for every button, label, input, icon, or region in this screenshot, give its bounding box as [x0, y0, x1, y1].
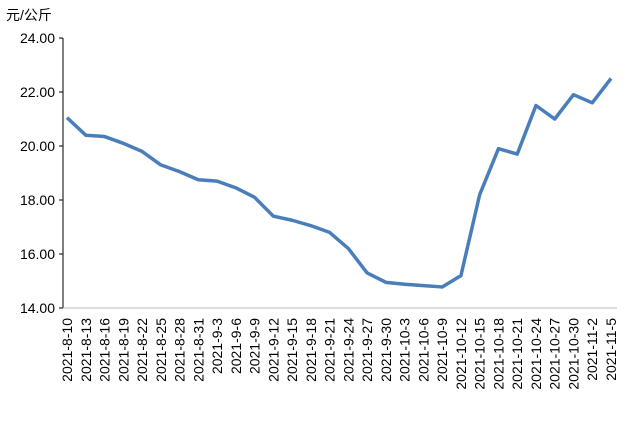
- x-tick-label: 2021-9-24: [340, 318, 356, 382]
- x-tick-label: 2021-9-21: [322, 318, 338, 382]
- x-tick-label: 2021-9-18: [303, 318, 319, 382]
- x-tick-label: 2021-9-27: [359, 318, 375, 382]
- x-tick-label: 2021-9-12: [265, 318, 281, 382]
- x-tick-label: 2021-10-9: [434, 318, 450, 382]
- x-tick-label: 2021-8-16: [97, 318, 113, 382]
- x-tick-label: 2021-10-6: [415, 318, 431, 382]
- y-tick-label: 16.00: [20, 246, 55, 262]
- y-axis-label: 元/公斤: [6, 7, 52, 23]
- x-tick-label: 2021-9-30: [378, 318, 394, 382]
- x-tick-label: 2021-9-9: [247, 318, 263, 374]
- x-tick-label: 2021-10-15: [472, 318, 488, 390]
- x-tick-label: 2021-10-24: [528, 318, 544, 390]
- y-tick-label: 18.00: [20, 192, 55, 208]
- x-tick-label: 2021-8-13: [78, 318, 94, 382]
- x-tick-label: 2021-9-15: [284, 318, 300, 382]
- x-tick-label: 2021-10-30: [565, 318, 581, 390]
- y-tick-label: 24.00: [20, 30, 55, 46]
- y-tick-label: 14.00: [20, 300, 55, 316]
- x-tick-label: 2021-10-18: [490, 318, 506, 390]
- x-tick-label: 2021-9-6: [228, 318, 244, 374]
- x-tick-label: 2021-10-21: [509, 318, 525, 390]
- x-tick-label: 2021-8-28: [172, 318, 188, 382]
- x-tick-label: 2021-8-22: [134, 318, 150, 382]
- x-tick-label: 2021-10-27: [547, 318, 563, 390]
- x-tick-label: 2021-8-25: [153, 318, 169, 382]
- x-tick-label: 2021-11-2: [584, 318, 600, 381]
- x-tick-label: 2021-10-12: [453, 318, 469, 390]
- x-tick-label: 2021-8-31: [190, 318, 206, 382]
- x-tick-label: 2021-10-3: [397, 318, 413, 382]
- y-tick-label: 22.00: [20, 84, 55, 100]
- x-tick-label: 2021-11-5: [603, 318, 619, 381]
- x-tick-label: 2021-8-10: [59, 318, 75, 382]
- x-tick-label: 2021-8-19: [115, 318, 131, 382]
- y-tick-label: 20.00: [20, 138, 55, 154]
- x-tick-label: 2021-9-3: [209, 318, 225, 374]
- line-series: [65, 77, 613, 289]
